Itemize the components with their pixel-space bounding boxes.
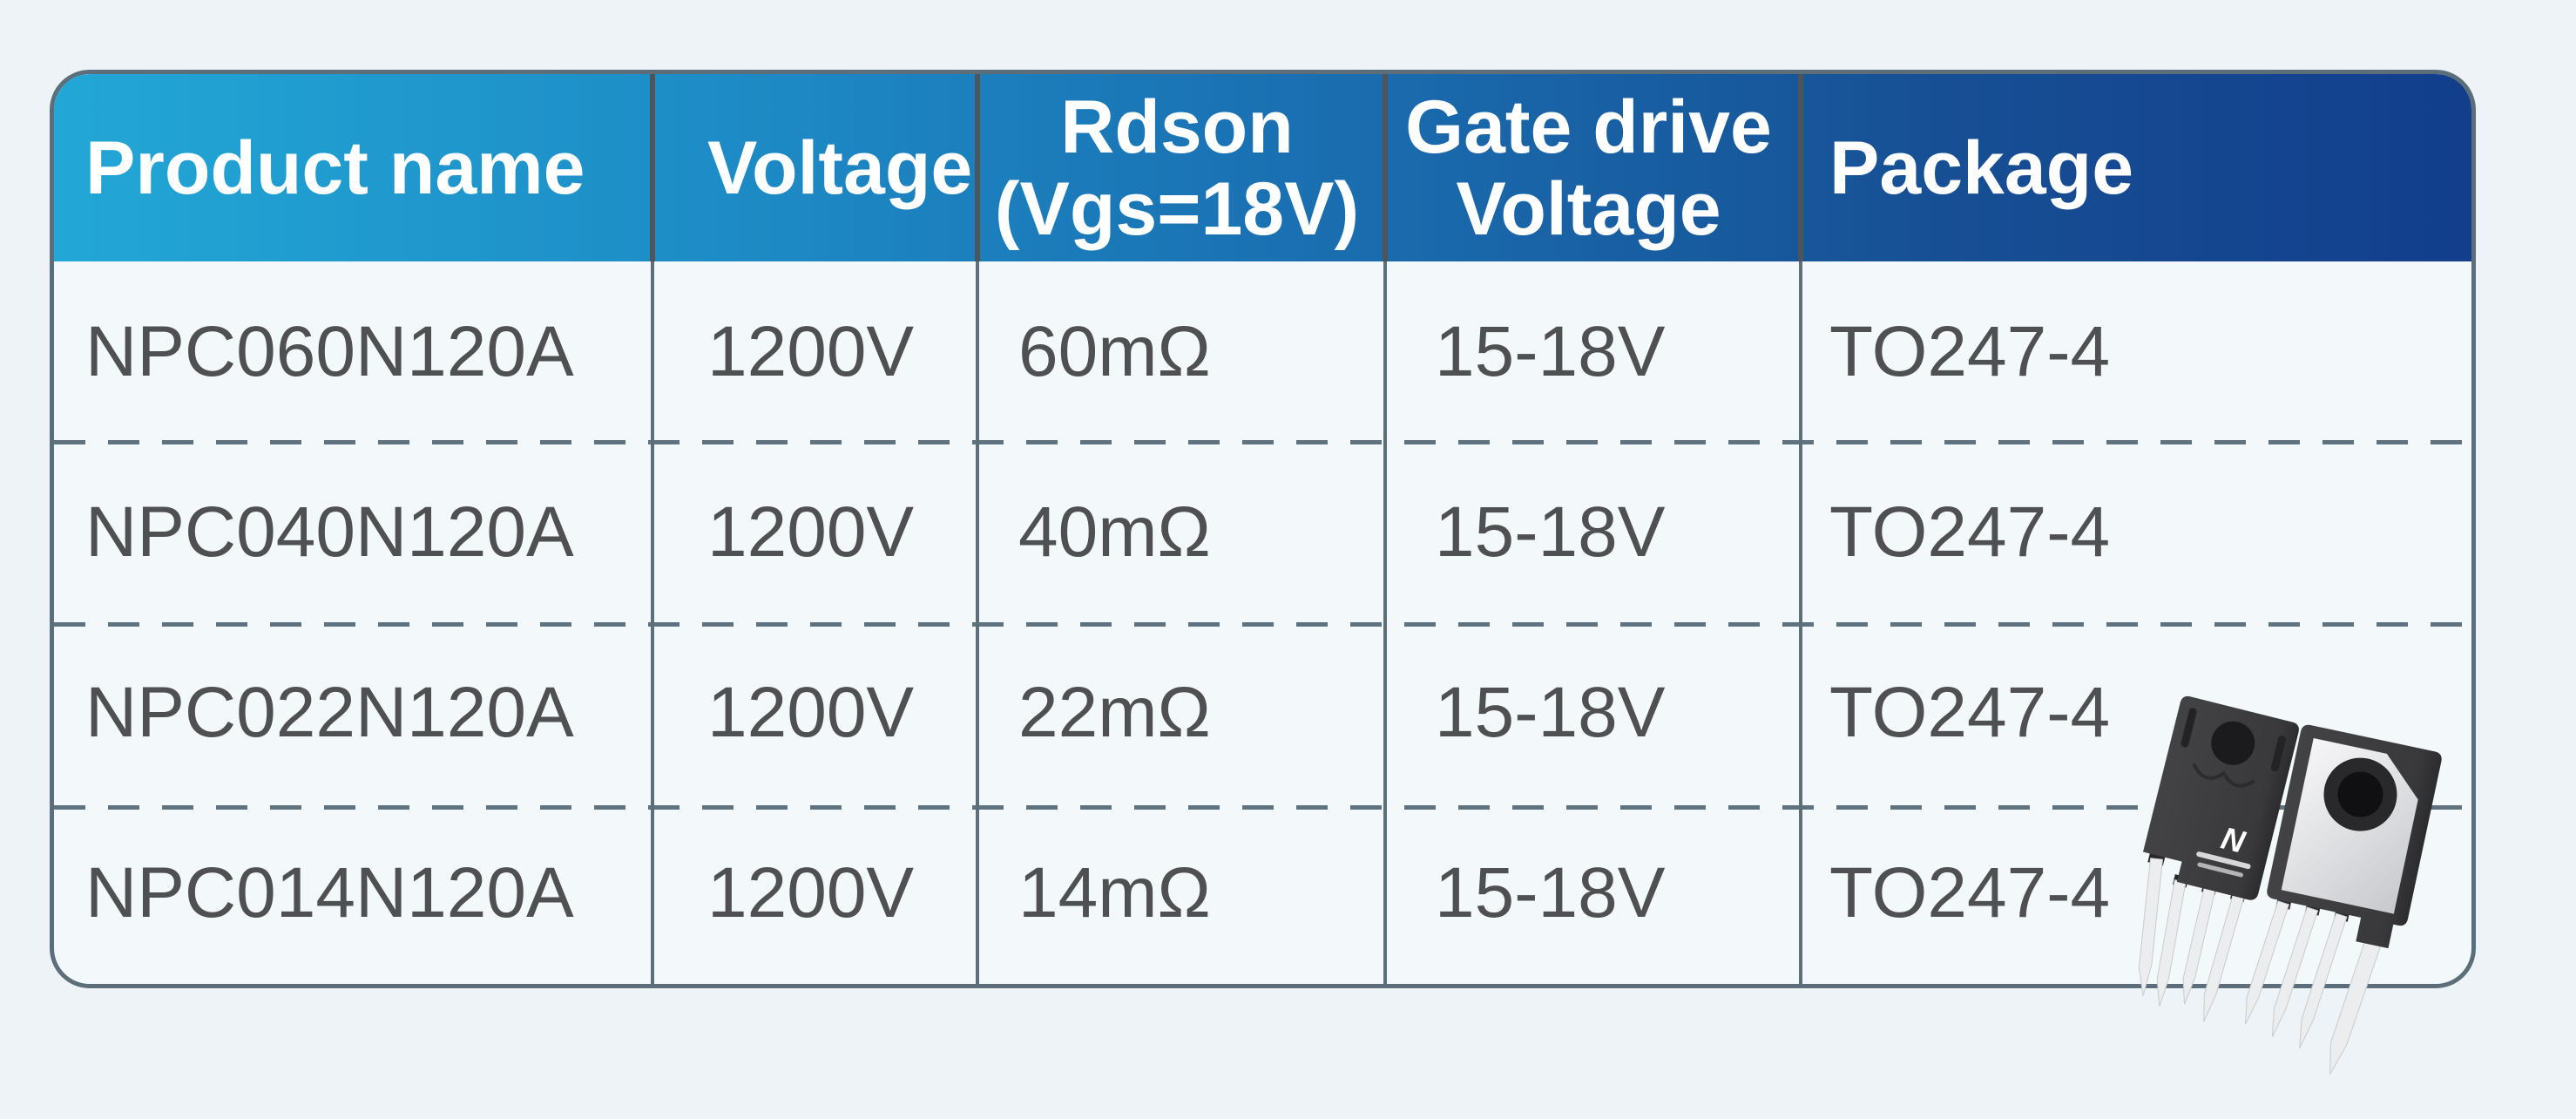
column-separator-header xyxy=(1798,74,1803,261)
pin xyxy=(2138,858,2164,996)
mold-slot xyxy=(2180,708,2197,748)
table-row: NPC022N120A 1200V 22mΩ 15-18V TO247-4 xyxy=(54,623,2471,804)
row-divider xyxy=(54,440,2471,444)
cell-rdson: 22mΩ xyxy=(1018,673,1211,753)
header-cell-voltage: Voltage xyxy=(648,127,973,209)
cell-product-name: NPC040N120A xyxy=(85,492,574,572)
header-cell-product-name: Product name xyxy=(54,127,648,209)
header-label: Voltage xyxy=(707,125,973,210)
cell-gate-drive: 15-18V xyxy=(1435,311,1666,391)
header-label: Gate drive xyxy=(1405,85,1772,169)
marking-line xyxy=(2196,851,2251,870)
cell-voltage: 1200V xyxy=(707,853,915,933)
pin xyxy=(2271,906,2319,1038)
product-table-card: Product name Voltage Rdson (Vgs=18V) Gat… xyxy=(50,70,2476,988)
cell-package: TO247-4 xyxy=(1829,311,2111,391)
cell-rdson: 60mΩ xyxy=(1018,311,1211,391)
pin xyxy=(2245,900,2290,1025)
cell-voltage: 1200V xyxy=(707,492,915,572)
package-front-body xyxy=(2143,695,2299,900)
header-label: Product name xyxy=(85,125,585,210)
column-separator xyxy=(1383,261,1387,984)
column-separator xyxy=(1799,261,1802,984)
header-label: Rdson xyxy=(1060,85,1294,169)
cell-package: TO247-4 xyxy=(1829,492,2111,572)
row-divider xyxy=(54,805,2471,810)
table-header-row: Product name Voltage Rdson (Vgs=18V) Gat… xyxy=(54,74,2471,261)
cell-rdson: 40mΩ xyxy=(1018,492,1211,572)
table-inner: Product name Voltage Rdson (Vgs=18V) Gat… xyxy=(54,74,2471,984)
package-back xyxy=(2245,724,2442,1075)
column-separator xyxy=(651,261,654,984)
table-row: NPC060N120A 1200V 60mΩ 15-18V TO247-4 xyxy=(54,261,2471,442)
mold-slot xyxy=(2270,736,2286,772)
column-separator xyxy=(976,261,979,984)
header-label-line2: (Vgs=18V) xyxy=(994,166,1360,251)
cell-package: TO247-4 xyxy=(1829,853,2111,933)
mounting-hole xyxy=(2211,721,2255,765)
pin xyxy=(2299,912,2348,1048)
cell-product-name: NPC060N120A xyxy=(85,311,574,391)
cell-gate-drive: 15-18V xyxy=(1435,853,1666,933)
header-cell-package: Package xyxy=(1796,127,2471,209)
cell-gate-drive: 15-18V xyxy=(1435,673,1666,753)
to247-package-photo: N xyxy=(2138,695,2442,1075)
mold-scallops xyxy=(2192,763,2255,788)
mounting-hole xyxy=(2337,771,2383,817)
cell-product-name: NPC022N120A xyxy=(85,673,574,753)
cell-voltage: 1200V xyxy=(707,311,915,391)
header-cell-rdson: Rdson (Vgs=18V) xyxy=(973,86,1381,250)
row-divider xyxy=(54,622,2471,627)
cell-package: TO247-4 xyxy=(1829,673,2111,753)
cell-rdson: 14mΩ xyxy=(1018,853,1211,933)
package-front: N xyxy=(2138,695,2299,1022)
cell-gate-drive: 15-18V xyxy=(1435,492,1666,572)
header-label-line2: Voltage xyxy=(1456,166,1721,251)
marking-line xyxy=(2197,862,2243,878)
column-separator-header xyxy=(1383,74,1388,261)
column-separator-header xyxy=(975,74,980,261)
header-label: Package xyxy=(1829,125,2134,210)
table-row: NPC014N120A 1200V 14mΩ 15-18V TO247-4 xyxy=(54,804,2471,984)
column-separator-header xyxy=(650,74,655,261)
cell-voltage: 1200V xyxy=(707,673,915,753)
table-body: NPC060N120A 1200V 60mΩ 15-18V TO247-4 NP… xyxy=(54,261,2471,984)
table-row: NPC040N120A 1200V 40mΩ 15-18V TO247-4 xyxy=(54,442,2471,622)
cell-product-name: NPC014N120A xyxy=(85,853,574,933)
header-cell-gate-drive: Gate drive Voltage xyxy=(1381,86,1796,250)
